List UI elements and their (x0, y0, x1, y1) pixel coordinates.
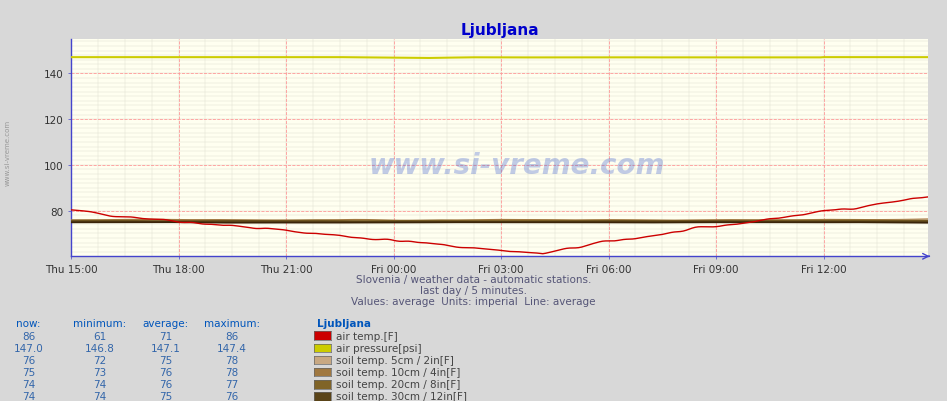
Text: 76: 76 (159, 379, 172, 389)
Text: 78: 78 (225, 367, 239, 377)
Text: soil temp. 5cm / 2in[F]: soil temp. 5cm / 2in[F] (336, 355, 454, 365)
Text: 77: 77 (225, 379, 239, 389)
Text: 76: 76 (159, 367, 172, 377)
Title: Ljubljana: Ljubljana (460, 22, 539, 38)
Text: now:: now: (16, 318, 41, 328)
Text: soil temp. 20cm / 8in[F]: soil temp. 20cm / 8in[F] (336, 379, 460, 389)
Text: 75: 75 (159, 391, 172, 401)
Text: Ljubljana: Ljubljana (317, 318, 371, 328)
Text: 75: 75 (159, 355, 172, 365)
Text: air temp.[F]: air temp.[F] (336, 331, 398, 341)
Text: Values: average  Units: imperial  Line: average: Values: average Units: imperial Line: av… (351, 296, 596, 306)
Text: air pressure[psi]: air pressure[psi] (336, 343, 421, 353)
Text: 74: 74 (93, 379, 106, 389)
Text: 75: 75 (22, 367, 35, 377)
Text: 147.0: 147.0 (13, 343, 44, 353)
Text: 78: 78 (225, 355, 239, 365)
Text: 73: 73 (93, 367, 106, 377)
Text: 76: 76 (225, 391, 239, 401)
Text: 76: 76 (22, 355, 35, 365)
Text: www.si-vreme.com: www.si-vreme.com (5, 119, 10, 185)
Text: soil temp. 30cm / 12in[F]: soil temp. 30cm / 12in[F] (336, 391, 467, 401)
Text: 74: 74 (93, 391, 106, 401)
Text: 147.4: 147.4 (217, 343, 247, 353)
Text: soil temp. 10cm / 4in[F]: soil temp. 10cm / 4in[F] (336, 367, 460, 377)
Text: 86: 86 (225, 331, 239, 341)
Text: 147.1: 147.1 (151, 343, 181, 353)
Text: Slovenia / weather data - automatic stations.: Slovenia / weather data - automatic stat… (356, 275, 591, 285)
Text: 146.8: 146.8 (84, 343, 115, 353)
Text: last day / 5 minutes.: last day / 5 minutes. (420, 286, 527, 296)
Text: average:: average: (143, 318, 188, 328)
Text: 71: 71 (159, 331, 172, 341)
Text: 74: 74 (22, 379, 35, 389)
Text: 86: 86 (22, 331, 35, 341)
Text: 74: 74 (22, 391, 35, 401)
Text: minimum:: minimum: (73, 318, 126, 328)
Text: 72: 72 (93, 355, 106, 365)
Text: www.si-vreme.com: www.si-vreme.com (368, 152, 665, 180)
Text: maximum:: maximum: (204, 318, 260, 328)
Text: 61: 61 (93, 331, 106, 341)
